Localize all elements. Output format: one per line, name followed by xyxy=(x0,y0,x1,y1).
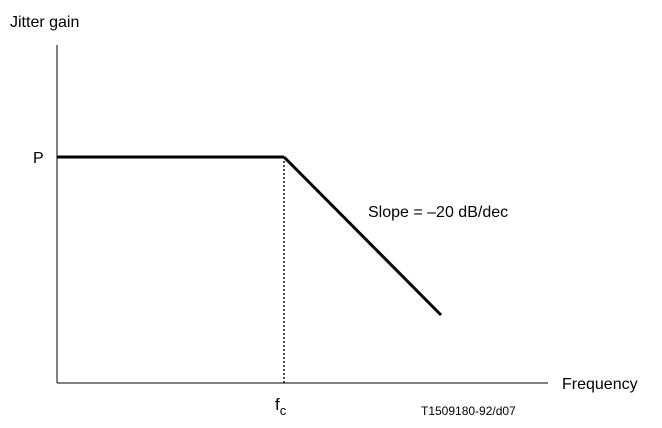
y-axis-label: Jitter gain xyxy=(10,14,79,31)
level-label-p: P xyxy=(33,150,44,167)
figure-id: T1509180-92/d07 xyxy=(421,404,516,418)
corner-frequency-symbol: f xyxy=(275,395,280,414)
corner-frequency-label: fc xyxy=(275,395,287,418)
x-axis-label: Frequency xyxy=(562,376,638,393)
slope-label: Slope = –20 dB/dec xyxy=(368,204,508,221)
rolloff-slope-line xyxy=(282,155,443,317)
corner-frequency-subscript: c xyxy=(280,403,287,418)
